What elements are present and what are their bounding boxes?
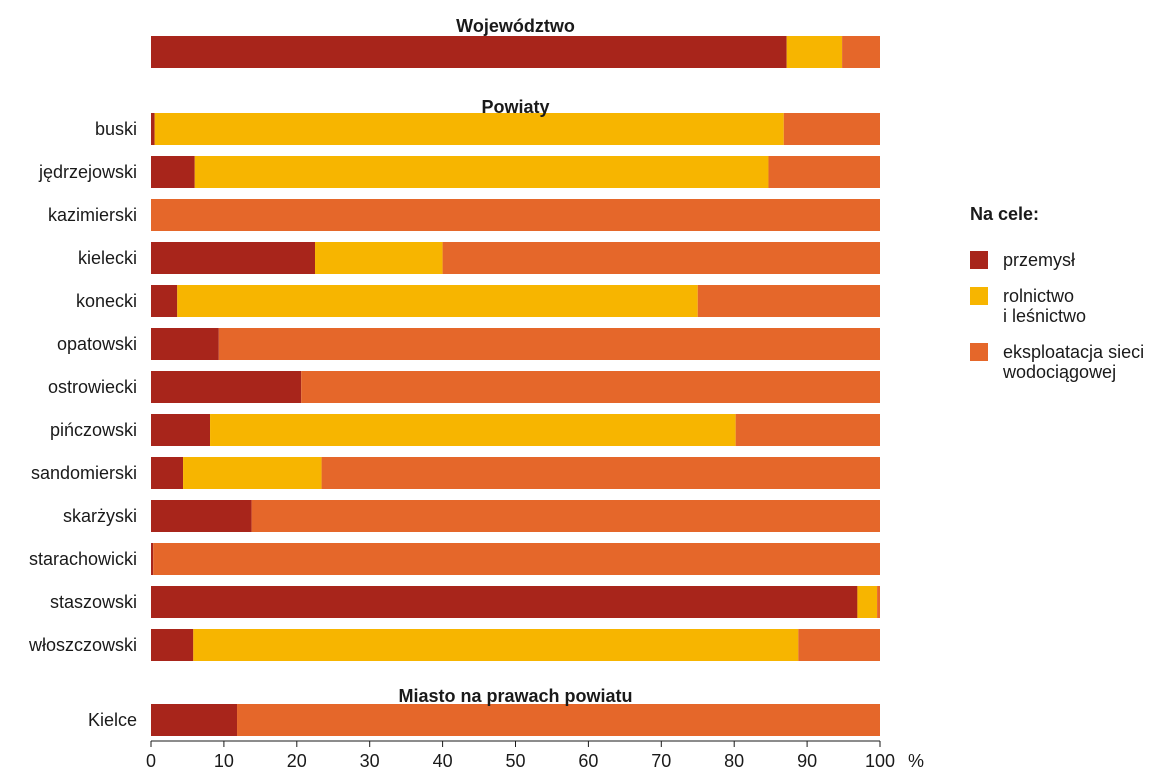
bar-segment-przemysl	[151, 36, 787, 68]
x-tick-label: 100	[865, 751, 895, 771]
bar-row	[151, 704, 881, 736]
bar-row	[151, 328, 880, 360]
legend-label: rolnictwo	[1003, 286, 1074, 306]
category-label: sandomierski	[31, 463, 137, 483]
x-tick-label: 20	[287, 751, 307, 771]
bar-segment-rolnictwo	[193, 629, 799, 661]
bar-row	[151, 414, 880, 446]
legend-title: Na cele:	[970, 204, 1039, 224]
bar-segment-rolnictwo	[786, 36, 843, 68]
legend-label: wodociągowej	[1002, 362, 1116, 382]
bar-segment-przemysl	[151, 414, 211, 446]
x-tick-label: 70	[651, 751, 671, 771]
bar-segment-przemysl	[151, 543, 154, 575]
bar-segment-przemysl	[151, 242, 316, 274]
x-axis: 0 10 20 30 40 50 60 70 80 90 100%	[146, 740, 924, 771]
bar-segment-eksploatacja	[301, 371, 880, 403]
bar-segment-eksploatacja	[768, 156, 880, 188]
x-tick-label: 30	[360, 751, 380, 771]
group-title: Miasto na prawach powiatu	[398, 686, 632, 706]
bar-segment-eksploatacja	[321, 457, 880, 489]
bar-row	[151, 543, 880, 575]
x-tick-label: 50	[505, 751, 525, 771]
bar-segment-eksploatacja	[877, 586, 880, 618]
bar-segment-przemysl	[151, 156, 195, 188]
x-tick-label: 10	[214, 751, 234, 771]
bar-segment-eksploatacja	[218, 328, 880, 360]
category-label: staszowski	[50, 592, 137, 612]
category-label: buski	[95, 119, 137, 139]
bar-row	[151, 113, 880, 145]
legend-label: przemysł	[1003, 250, 1075, 270]
category-label: opatowski	[57, 334, 137, 354]
category-label: starachowicki	[29, 549, 137, 569]
bar-segment-rolnictwo	[183, 457, 322, 489]
bars-layer	[151, 36, 881, 736]
legend-swatch-przemysl	[970, 251, 988, 269]
x-tick-label: 0	[146, 751, 156, 771]
x-unit-label: %	[908, 751, 924, 771]
bar-row	[151, 371, 880, 403]
bar-row	[151, 457, 880, 489]
legend-label: i leśnictwo	[1003, 306, 1086, 326]
legend-label: eksploatacja sieci	[1003, 342, 1144, 362]
legend-swatch-eksploatacja	[970, 343, 988, 361]
bar-segment-przemysl	[151, 328, 219, 360]
bar-segment-eksploatacja	[735, 414, 880, 446]
bar-segment-przemysl	[151, 500, 252, 532]
bar-row	[151, 199, 880, 231]
group-title: Powiaty	[481, 97, 549, 117]
category-label: Kielce	[88, 710, 137, 730]
bar-segment-rolnictwo	[315, 242, 443, 274]
bar-segment-eksploatacja	[153, 543, 880, 575]
bar-segment-rolnictwo	[210, 414, 736, 446]
bar-row	[151, 586, 880, 618]
x-tick-label: 80	[724, 751, 744, 771]
legend-swatch-rolnictwo	[970, 287, 988, 305]
bar-row	[151, 629, 880, 661]
bar-row	[151, 285, 880, 317]
category-label: pińczowski	[50, 420, 137, 440]
bar-row	[151, 156, 880, 188]
category-label: kazimierski	[48, 205, 137, 225]
bar-segment-przemysl	[151, 371, 302, 403]
bar-segment-eksploatacja	[798, 629, 880, 661]
bar-segment-przemysl	[151, 457, 184, 489]
bar-segment-rolnictwo	[177, 285, 698, 317]
x-tick-label: 90	[797, 751, 817, 771]
category-label: kielecki	[78, 248, 137, 268]
bar-segment-eksploatacja	[783, 113, 880, 145]
bar-segment-rolnictwo	[857, 586, 878, 618]
bar-segment-eksploatacja	[151, 199, 880, 231]
bar-segment-rolnictwo	[194, 156, 769, 188]
bar-segment-rolnictwo	[154, 113, 784, 145]
category-label: konecki	[76, 291, 137, 311]
bar-segment-eksploatacja	[842, 36, 880, 68]
labels-layer: Województwo Powiaty buski jędrzejowski kazim…	[28, 16, 633, 730]
category-label: włoszczowski	[28, 635, 137, 655]
x-tick-label: 40	[433, 751, 453, 771]
category-label: ostrowiecki	[48, 377, 137, 397]
bar-segment-eksploatacja	[237, 704, 881, 736]
category-label: jędrzejowski	[38, 162, 137, 182]
category-label: skarżyski	[63, 506, 137, 526]
group-title: Województwo	[456, 16, 575, 36]
bar-segment-przemysl	[151, 113, 155, 145]
x-tick-label: 60	[578, 751, 598, 771]
bar-segment-przemysl	[151, 629, 194, 661]
bar-row	[151, 36, 880, 68]
bar-segment-przemysl	[151, 586, 858, 618]
bar-segment-przemysl	[151, 285, 178, 317]
bar-segment-eksploatacja	[442, 242, 880, 274]
bar-row	[151, 242, 880, 274]
bar-segment-eksploatacja	[697, 285, 880, 317]
bar-row	[151, 500, 881, 532]
bar-segment-przemysl	[151, 704, 238, 736]
bar-segment-eksploatacja	[251, 500, 881, 532]
